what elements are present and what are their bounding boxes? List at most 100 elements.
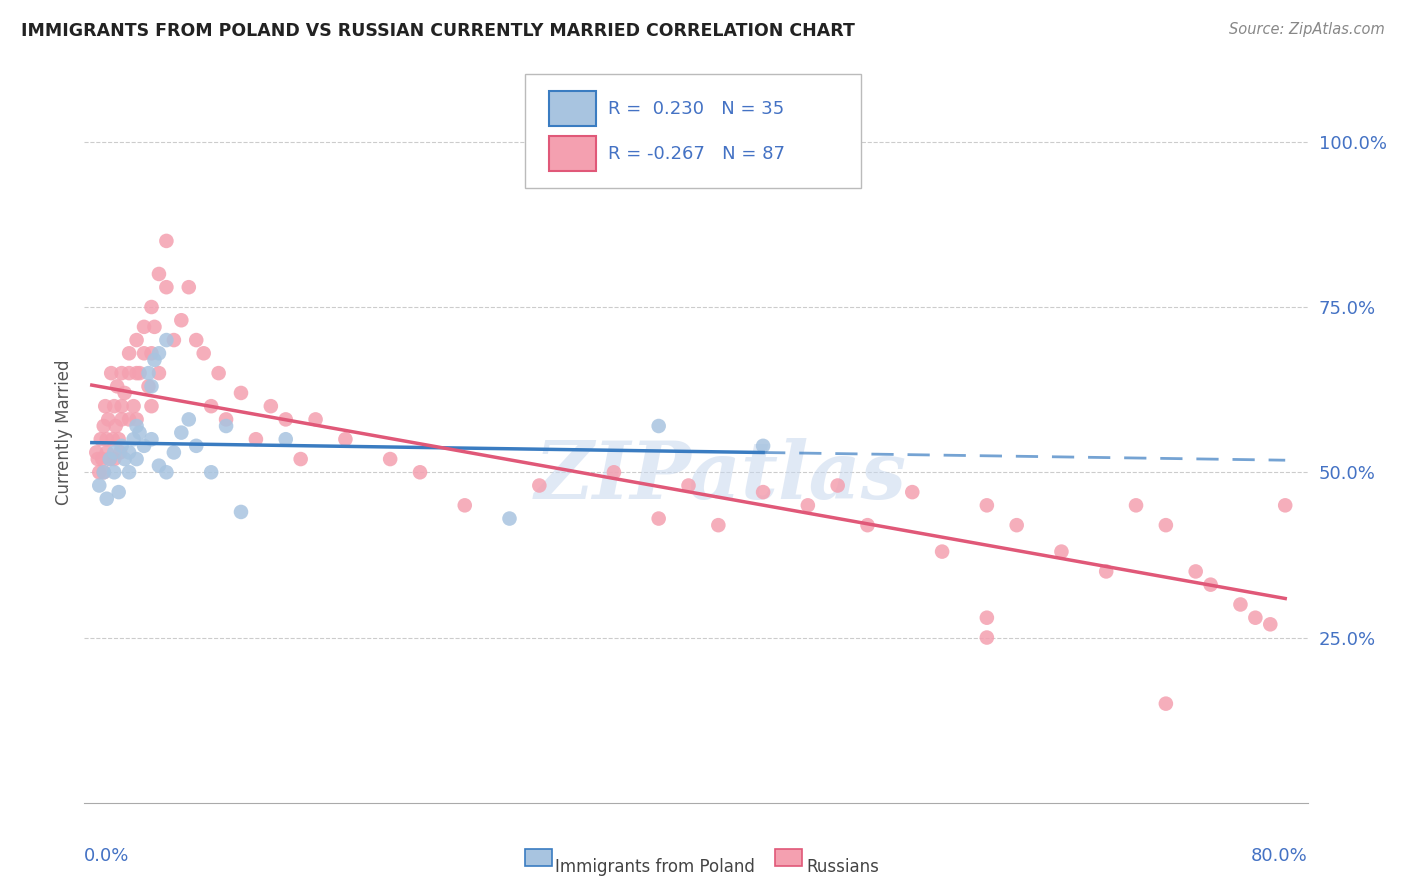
Point — [856, 518, 879, 533]
Point — [118, 412, 141, 426]
Point — [976, 631, 998, 645]
Point — [84, 445, 107, 459]
Point — [132, 439, 155, 453]
Point — [1229, 598, 1251, 612]
Point — [148, 346, 170, 360]
Point — [128, 425, 150, 440]
Point — [498, 511, 520, 525]
Point — [141, 379, 163, 393]
Point — [148, 366, 170, 380]
Point — [104, 419, 127, 434]
Point — [707, 518, 730, 533]
Point — [125, 419, 148, 434]
Point — [132, 319, 155, 334]
Point — [454, 499, 477, 513]
Point — [103, 452, 125, 467]
Point — [290, 452, 312, 467]
Point — [114, 452, 136, 467]
Point — [98, 452, 121, 467]
Point — [94, 399, 117, 413]
Point — [111, 412, 134, 426]
Text: R = -0.267   N = 87: R = -0.267 N = 87 — [607, 145, 785, 163]
Point — [90, 432, 112, 446]
Text: R =  0.230   N = 35: R = 0.230 N = 35 — [607, 100, 785, 118]
Point — [752, 485, 775, 500]
Point — [97, 412, 120, 426]
Text: ZIPatlas: ZIPatlas — [534, 438, 907, 516]
Point — [118, 445, 141, 459]
Point — [193, 346, 215, 360]
Point — [125, 366, 148, 380]
Point — [1154, 518, 1177, 533]
Point — [93, 419, 115, 434]
Text: 0.0%: 0.0% — [84, 847, 129, 865]
Point — [103, 445, 125, 459]
Point — [678, 478, 700, 492]
Point — [101, 432, 124, 446]
Point — [87, 452, 110, 467]
Point — [647, 511, 669, 525]
Point — [143, 319, 166, 334]
Point — [170, 313, 193, 327]
Point — [138, 379, 160, 393]
Point — [122, 399, 145, 413]
Point — [96, 432, 118, 446]
Point — [335, 432, 357, 446]
Point — [901, 485, 924, 500]
Point — [274, 412, 297, 426]
Point — [111, 366, 134, 380]
Point — [141, 346, 163, 360]
Point — [215, 412, 238, 426]
Point — [245, 432, 267, 446]
Point — [207, 366, 229, 380]
Point — [260, 399, 283, 413]
Point — [827, 478, 849, 492]
Point — [163, 333, 186, 347]
Point — [177, 280, 200, 294]
Point — [1005, 518, 1028, 533]
Point — [96, 445, 118, 459]
Point — [215, 419, 238, 434]
Point — [125, 412, 148, 426]
Point — [105, 379, 128, 393]
Point — [118, 346, 141, 360]
Point — [138, 366, 160, 380]
Point — [108, 445, 131, 459]
Y-axis label: Currently Married: Currently Married — [55, 359, 73, 506]
Point — [148, 267, 170, 281]
Point — [931, 544, 953, 558]
Point — [103, 465, 125, 479]
Point — [163, 445, 186, 459]
Point — [1050, 544, 1073, 558]
Point — [647, 419, 669, 434]
Point — [141, 300, 163, 314]
Point — [118, 366, 141, 380]
Point — [380, 452, 402, 467]
Bar — [776, 849, 803, 866]
Point — [177, 412, 200, 426]
Point — [155, 234, 177, 248]
Point — [409, 465, 432, 479]
Point — [603, 465, 626, 479]
Point — [229, 505, 252, 519]
Point — [141, 432, 163, 446]
Point — [1244, 610, 1267, 624]
Point — [111, 439, 134, 453]
Point — [229, 386, 252, 401]
Point — [93, 465, 115, 479]
Point — [1258, 617, 1281, 632]
Point — [98, 452, 121, 467]
Point — [114, 386, 136, 401]
Point — [186, 439, 208, 453]
Point — [155, 465, 177, 479]
Point — [93, 465, 115, 479]
Point — [752, 439, 775, 453]
Point — [89, 465, 111, 479]
Text: 80.0%: 80.0% — [1251, 847, 1308, 865]
Point — [155, 280, 177, 294]
Point — [976, 499, 998, 513]
Point — [170, 425, 193, 440]
Point — [125, 452, 148, 467]
Point — [96, 491, 118, 506]
Bar — [524, 849, 551, 866]
